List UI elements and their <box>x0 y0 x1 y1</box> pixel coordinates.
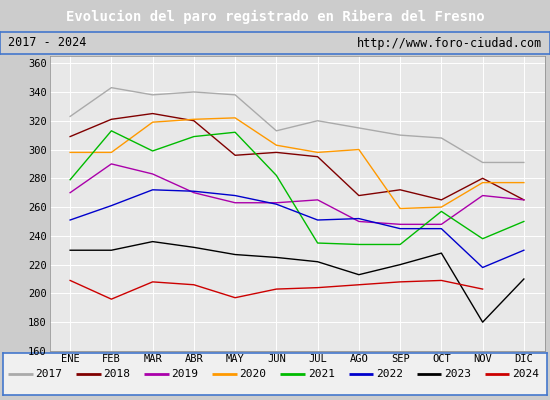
Text: 2022: 2022 <box>376 369 403 379</box>
Text: 2019: 2019 <box>172 369 199 379</box>
Text: 2024: 2024 <box>512 369 539 379</box>
Text: 2017: 2017 <box>35 369 62 379</box>
Text: 2018: 2018 <box>103 369 130 379</box>
Text: http://www.foro-ciudad.com: http://www.foro-ciudad.com <box>356 36 542 50</box>
Text: 2017 - 2024: 2017 - 2024 <box>8 36 87 50</box>
Text: 2020: 2020 <box>240 369 267 379</box>
Text: 2021: 2021 <box>307 369 334 379</box>
Text: Evolucion del paro registrado en Ribera del Fresno: Evolucion del paro registrado en Ribera … <box>65 10 485 24</box>
Text: 2023: 2023 <box>444 369 471 379</box>
